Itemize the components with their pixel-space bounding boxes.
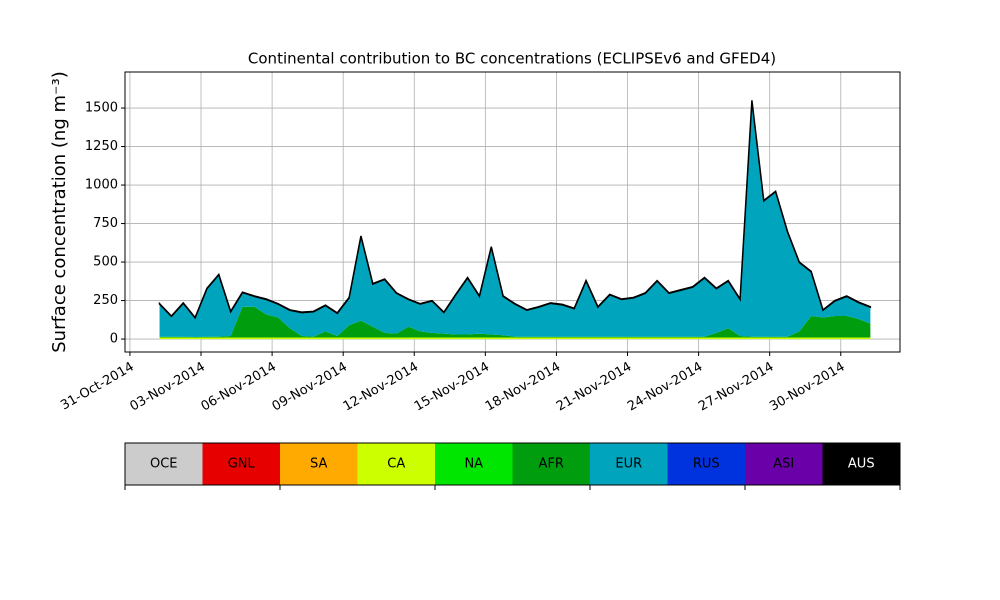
chart-title: Continental contribution to BC concentra… <box>248 50 776 68</box>
area <box>159 337 871 340</box>
y-tick-label: 750 <box>93 216 118 231</box>
legend-swatch <box>667 443 745 485</box>
x-tick-label: 27-Nov-2014 <box>696 360 776 415</box>
x-tick-label: 03-Nov-2014 <box>127 360 207 415</box>
y-tick-label: 1000 <box>85 178 118 193</box>
legend-swatch <box>590 443 668 485</box>
legend-swatch <box>125 443 203 485</box>
area <box>158 100 872 320</box>
legend-swatch <box>512 443 590 485</box>
legend-swatch <box>357 443 435 485</box>
plot-frame <box>124 71 901 353</box>
legend-swatch <box>745 443 823 485</box>
x-tick-label: 18-Nov-2014 <box>483 360 563 415</box>
x-tick-label: 31-Oct-2014 <box>58 360 136 414</box>
y-tick-label: 0 <box>110 332 118 347</box>
x-tick-label: 12-Nov-2014 <box>341 360 421 415</box>
area <box>159 101 871 338</box>
x-tick-label: 24-Nov-2014 <box>625 360 705 415</box>
legend-frame <box>124 442 901 486</box>
legend-label: CA <box>387 457 405 472</box>
legend-label: AFR <box>539 457 564 472</box>
y-tick-label: 1250 <box>85 139 118 154</box>
x-tick-label: 09-Nov-2014 <box>270 360 350 415</box>
x-tick-label: 15-Nov-2014 <box>412 360 492 415</box>
legend-label: EUR <box>615 457 642 472</box>
legend-label: RUS <box>693 457 720 472</box>
legend-label: OCE <box>150 457 178 472</box>
legend-label: GNL <box>228 457 256 472</box>
legend-label: NA <box>464 457 483 472</box>
x-tick-label: 06-Nov-2014 <box>199 360 279 415</box>
legend-label: AUS <box>848 457 875 472</box>
legend-swatch <box>435 443 513 485</box>
area <box>159 306 871 338</box>
x-tick-label: 21-Nov-2014 <box>554 360 634 415</box>
y-tick-label: 500 <box>93 255 118 270</box>
legend-swatch <box>280 443 358 485</box>
x-tick-label: 30-Nov-2014 <box>767 360 847 415</box>
colorbar-ticks <box>124 485 901 490</box>
legend-swatch <box>822 443 900 485</box>
legend-label: SA <box>310 457 327 472</box>
legend-swatch <box>202 443 280 485</box>
y-axis-label: Surface concentration (ng m⁻³) <box>49 71 70 353</box>
legend-label: ASI <box>773 457 794 472</box>
y-tick-label: 250 <box>93 293 118 308</box>
y-tick-label: 1500 <box>85 101 118 116</box>
